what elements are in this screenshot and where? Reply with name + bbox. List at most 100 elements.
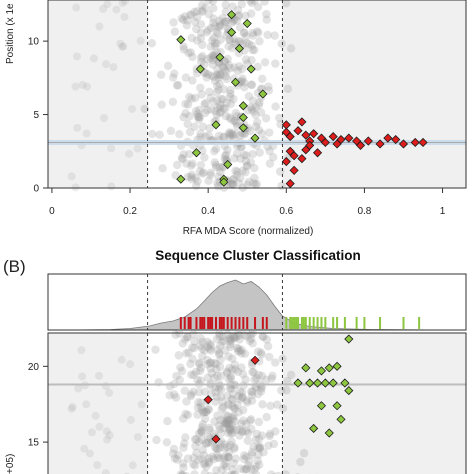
grey-point bbox=[299, 448, 309, 458]
grey-point bbox=[85, 449, 94, 458]
grey-point bbox=[256, 348, 266, 357]
grey-point bbox=[221, 471, 230, 474]
grey-point bbox=[240, 349, 250, 358]
grey-point bbox=[242, 39, 251, 48]
grey-point bbox=[165, 391, 174, 400]
grey-point bbox=[247, 0, 257, 8]
rug-mark-red bbox=[207, 317, 210, 329]
grey-point bbox=[222, 419, 231, 428]
grey-point bbox=[237, 76, 247, 86]
grey-point bbox=[171, 171, 180, 180]
grey-point bbox=[200, 100, 209, 109]
grey-point bbox=[223, 145, 232, 155]
grey-point bbox=[194, 115, 204, 124]
grey-point bbox=[118, 0, 127, 8]
red-diamond-point bbox=[375, 139, 385, 149]
y-tick-label: 0 bbox=[33, 184, 39, 195]
grey-point bbox=[107, 144, 116, 153]
grey-point bbox=[265, 352, 274, 362]
grey-point bbox=[207, 71, 217, 80]
grey-point bbox=[187, 10, 196, 19]
grey-point bbox=[221, 0, 230, 10]
grey-point bbox=[218, 402, 228, 412]
grey-point bbox=[95, 22, 104, 31]
grey-point bbox=[199, 408, 209, 417]
grey-point bbox=[233, 167, 242, 176]
grey-point bbox=[203, 70, 213, 79]
grey-point bbox=[140, 104, 149, 114]
y-tick-label: 5 bbox=[33, 110, 39, 121]
grey-point bbox=[183, 454, 193, 463]
grey-point bbox=[190, 461, 200, 470]
grey-point bbox=[225, 35, 234, 44]
grey-point bbox=[273, 400, 282, 409]
grey-point bbox=[269, 153, 278, 162]
grey-point bbox=[229, 174, 238, 184]
rug-mark-red bbox=[199, 317, 202, 329]
rug-mark-red bbox=[214, 317, 217, 329]
grey-point bbox=[246, 329, 256, 339]
grey-point bbox=[247, 56, 256, 65]
grey-point bbox=[283, 84, 293, 94]
grey-point bbox=[201, 98, 210, 108]
grey-point bbox=[230, 442, 239, 452]
red-diamond-point bbox=[363, 136, 373, 146]
green-diamond-point bbox=[238, 101, 248, 111]
grey-point bbox=[242, 162, 251, 171]
grey-point bbox=[251, 435, 260, 445]
grey-point bbox=[215, 108, 224, 118]
grey-point bbox=[172, 81, 182, 90]
rug-mark-red bbox=[254, 317, 257, 329]
grey-point bbox=[230, 404, 240, 413]
grey-point bbox=[194, 437, 204, 447]
grey-point bbox=[240, 150, 249, 160]
green-diamond-point bbox=[242, 18, 252, 29]
panel-a-y-ticks: 0 5 10 bbox=[28, 37, 48, 195]
grey-point bbox=[198, 6, 207, 15]
grey-point bbox=[198, 169, 207, 178]
grey-point bbox=[216, 371, 226, 381]
grey-point bbox=[247, 80, 257, 90]
grey-point bbox=[237, 388, 247, 397]
grey-point bbox=[227, 18, 237, 27]
green-diamond-point bbox=[219, 177, 229, 187]
grey-point bbox=[78, 372, 87, 381]
grey-point bbox=[250, 173, 259, 183]
green-diamond-point bbox=[191, 148, 202, 158]
rug-mark-red bbox=[220, 317, 223, 329]
grey-point bbox=[231, 130, 241, 139]
grey-point bbox=[212, 444, 221, 453]
grey-point bbox=[253, 389, 263, 399]
grey-point bbox=[222, 368, 232, 378]
grey-point bbox=[242, 332, 252, 341]
grey-point bbox=[197, 90, 206, 99]
grey-point bbox=[186, 172, 196, 182]
grey-point bbox=[226, 114, 235, 124]
grey-point bbox=[210, 358, 219, 368]
grey-point bbox=[277, 386, 286, 395]
grey-point bbox=[275, 167, 285, 176]
grey-point bbox=[225, 334, 234, 344]
grey-point bbox=[170, 454, 180, 463]
grey-point bbox=[215, 69, 224, 79]
grey-point bbox=[212, 392, 221, 401]
grey-point bbox=[255, 444, 264, 453]
grey-point bbox=[261, 114, 271, 123]
grey-point bbox=[105, 431, 114, 440]
grey-point bbox=[216, 392, 226, 401]
grey-point bbox=[202, 73, 211, 82]
grey-point bbox=[82, 400, 91, 409]
red-diamond-point bbox=[305, 140, 315, 150]
grey-point bbox=[264, 82, 273, 91]
grey-point bbox=[182, 21, 192, 30]
grey-point bbox=[238, 74, 247, 83]
grey-point bbox=[211, 359, 221, 369]
grey-point bbox=[99, 4, 108, 13]
grey-point bbox=[193, 410, 202, 419]
grey-point bbox=[191, 441, 200, 451]
grey-point bbox=[182, 397, 191, 406]
grey-point bbox=[190, 7, 199, 17]
grey-point bbox=[148, 129, 157, 139]
grey-point bbox=[259, 448, 268, 457]
grey-point bbox=[215, 443, 224, 452]
